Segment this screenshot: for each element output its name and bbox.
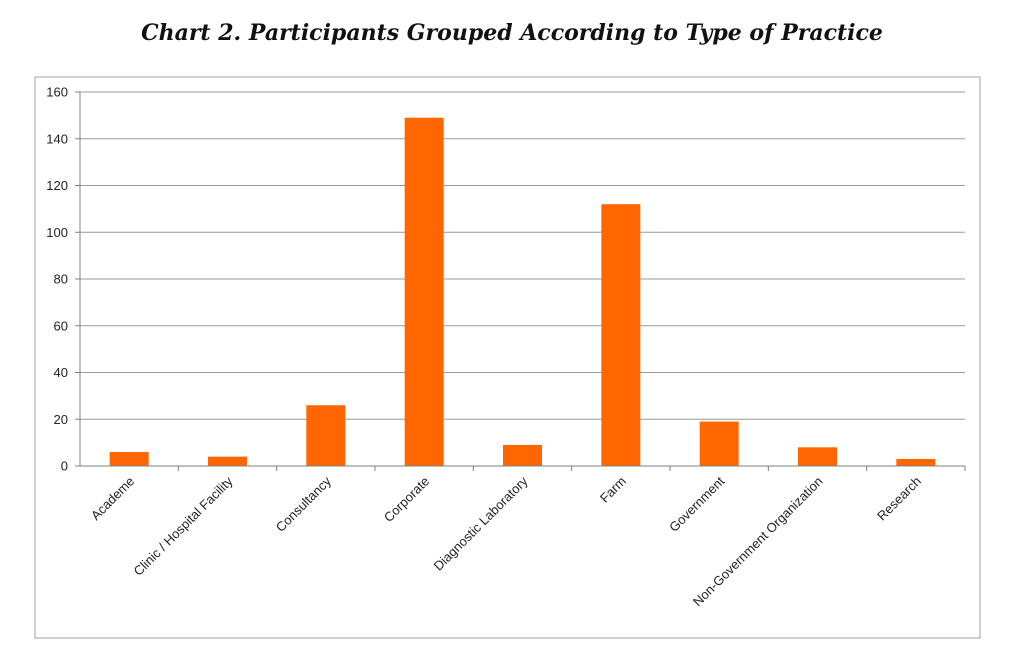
- y-tick-label: 140: [46, 131, 68, 146]
- y-tick-label: 160: [46, 85, 68, 100]
- y-tick-label: 80: [54, 272, 68, 287]
- y-tick-label: 120: [46, 178, 68, 193]
- axes: [75, 91, 966, 471]
- chart-title: Chart 2. Participants Grouped According …: [141, 20, 883, 46]
- bar: [798, 447, 837, 466]
- bar: [208, 456, 247, 466]
- bars: [109, 117, 936, 467]
- y-tick-label: 40: [54, 365, 68, 380]
- bar: [896, 458, 936, 466]
- gridlines: [80, 91, 965, 420]
- bar: [699, 421, 739, 466]
- chart-frame: [34, 76, 981, 639]
- bar: [601, 204, 641, 466]
- bar: [404, 117, 444, 467]
- y-tick-label: 0: [61, 459, 68, 474]
- y-tick-labels: 0 20 40 60 80 100 120 140 160: [46, 85, 68, 474]
- bar: [306, 405, 346, 466]
- bar: [109, 451, 149, 466]
- y-tick-label: 20: [54, 412, 68, 427]
- bar: [503, 444, 542, 466]
- y-tick-label: 60: [54, 318, 68, 333]
- y-tick-label: 100: [46, 225, 68, 240]
